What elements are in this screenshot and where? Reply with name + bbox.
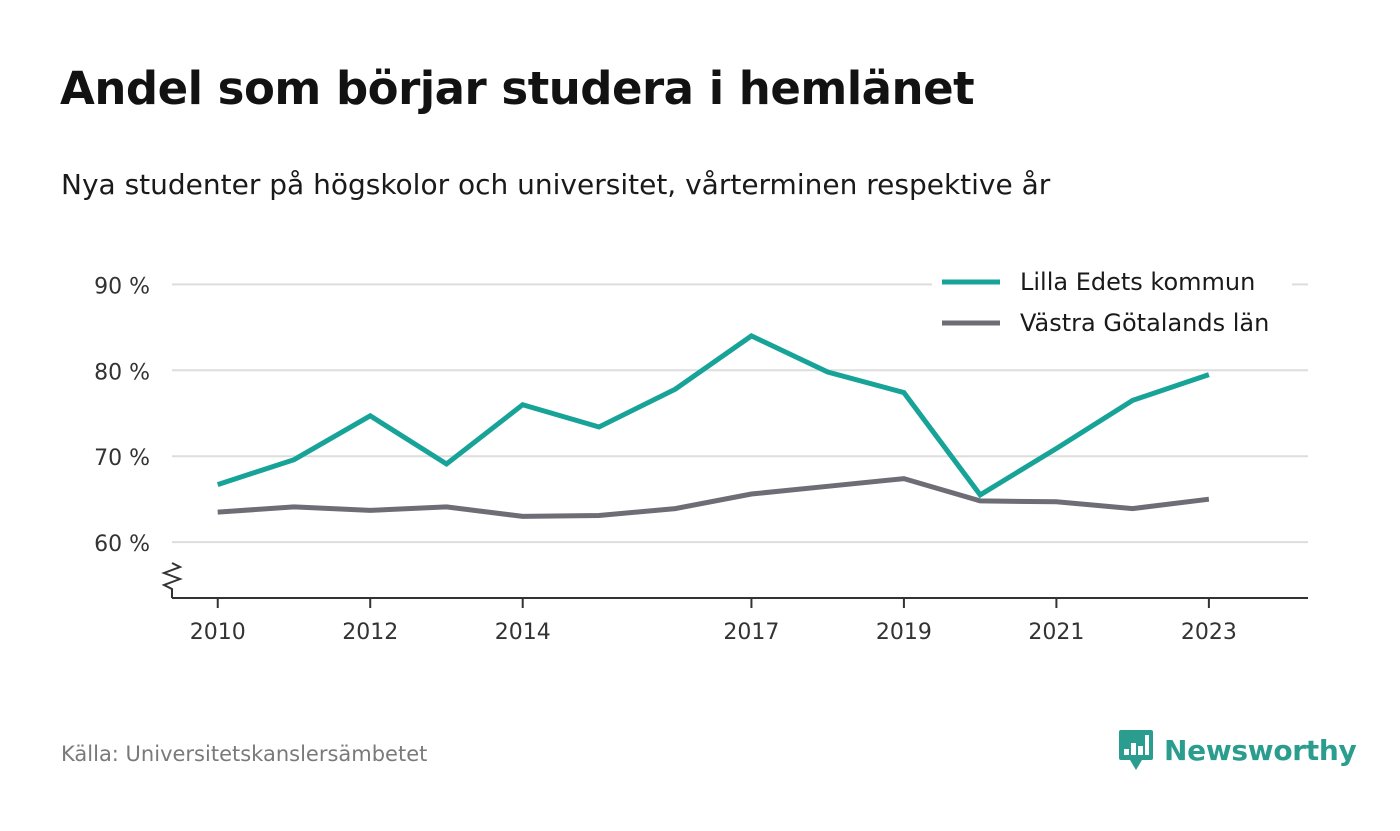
legend-label: Lilla Edets kommun [1020,268,1255,296]
brand-logo: Newsworthy [1118,727,1357,773]
line-chart: 60 % 70 % 80 % 90 % 2010 2012 2014 2017 2019 2021… [94,262,1308,645]
x-tick-label: 2023 [1181,620,1237,645]
legend-label: Västra Götalands län [1020,309,1269,337]
source-note: Källa: Universitetskanslersämbetet [61,742,428,766]
y-tick-label: 80 % [94,360,150,385]
newsworthy-logo-icon [1119,730,1153,770]
series-line-1 [216,333,1210,499]
x-tick-label: 2021 [1028,620,1084,645]
x-tick-label: 2019 [876,620,932,645]
brand-name: Newsworthy [1164,733,1357,767]
y-tick-label: 70 % [94,446,150,471]
chart-title: Andel som börjar studera i hemlänet [60,62,975,115]
x-tick-label: 2012 [342,620,398,645]
y-axis-break-marker [161,562,183,598]
legend: Lilla Edets kommun Västra Götalands län [932,262,1292,348]
chart-subtitle: Nya studenter på högskolor och universit… [61,168,1051,201]
legend-background [932,262,1292,348]
x-tick-label: 2014 [495,620,551,645]
y-tick-label: 90 % [94,274,150,299]
x-tick-label: 2010 [190,620,246,645]
y-tick-label: 60 % [94,532,150,557]
series-line-2 [217,476,1210,519]
x-tick-label: 2017 [723,620,779,645]
